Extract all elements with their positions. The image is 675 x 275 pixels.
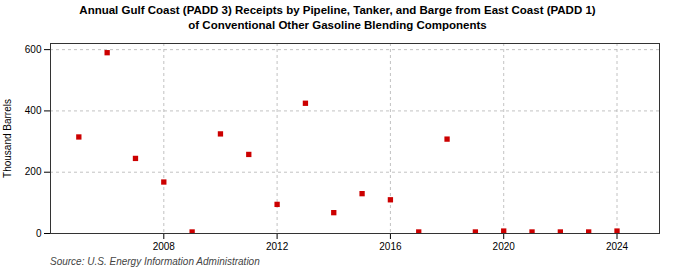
svg-text:2020: 2020 bbox=[493, 241, 516, 252]
svg-text:2016: 2016 bbox=[379, 241, 402, 252]
svg-text:0: 0 bbox=[36, 228, 42, 239]
svg-text:600: 600 bbox=[25, 44, 42, 55]
svg-text:Thousand Barrels: Thousand Barrels bbox=[2, 99, 13, 178]
svg-text:200: 200 bbox=[25, 166, 42, 177]
svg-text:2024: 2024 bbox=[606, 241, 629, 252]
html-text:Source: U.S. Energy Informatio: Source: U.S. Energy Information Administ… bbox=[50, 256, 260, 267]
svg-text:400: 400 bbox=[25, 105, 42, 116]
svg-text:2012: 2012 bbox=[266, 241, 289, 252]
svg-text:2008: 2008 bbox=[153, 241, 176, 252]
html-text:Annual Gulf Coast (PADD 3) Rec: Annual Gulf Coast (PADD 3) Receipts by P… bbox=[79, 4, 596, 31]
